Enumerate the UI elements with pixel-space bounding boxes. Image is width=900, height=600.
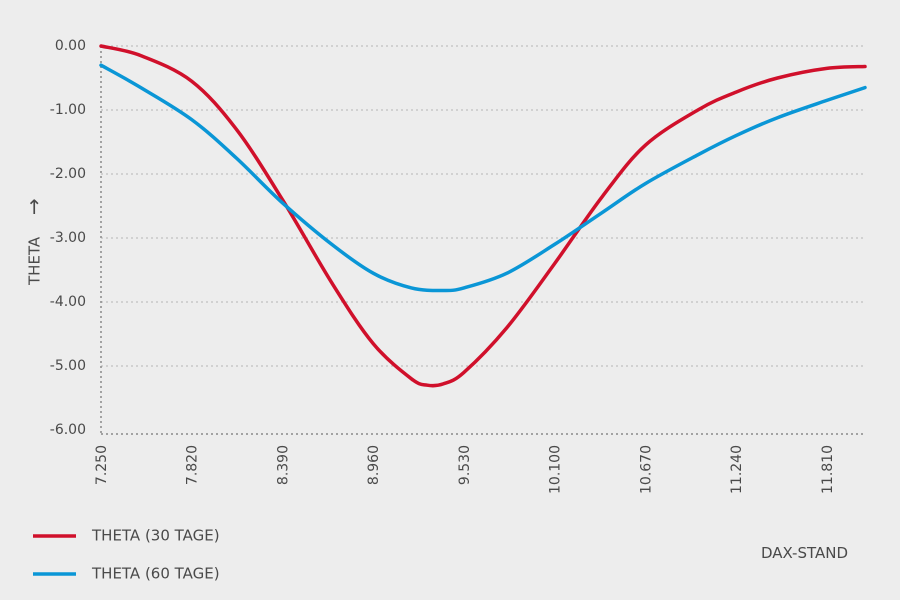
y-tick-labels: 0.00 -1.00 -2.00 -3.00 -4.00 -5.00 -6.00: [50, 38, 86, 438]
y-tick-label: -6.00: [50, 422, 86, 438]
x-tick-label: 7.250: [94, 445, 110, 485]
y-axis-title: THETA →: [22, 198, 46, 286]
legend: THETA (30 TAGE) THETA (60 TAGE): [33, 527, 220, 583]
y-tick-label: 0.00: [55, 38, 86, 54]
y-tick-label: -1.00: [50, 102, 86, 118]
x-tick-label: 7.820: [185, 445, 201, 485]
x-tick-label: 11.810: [820, 445, 836, 494]
x-tick: 9.530: [457, 445, 473, 485]
y-tick-label: -4.00: [50, 294, 86, 310]
legend-label: THETA (30 TAGE): [91, 527, 220, 545]
y-tick-label: -5.00: [50, 358, 86, 374]
series-lines: [99, 44, 867, 388]
x-tick: 7.820: [185, 445, 201, 485]
x-tick: 10.670: [638, 445, 654, 494]
axes: [100, 46, 865, 435]
y-tick-label: -3.00: [50, 230, 86, 246]
x-tick: 7.250: [94, 445, 110, 485]
x-tick: 11.810: [820, 445, 836, 494]
legend-entry: THETA (60 TAGE): [33, 565, 220, 583]
series-line-theta-30-tage: [99, 44, 867, 388]
series-line-theta-60-tage: [99, 63, 867, 293]
x-tick: 8.960: [366, 445, 382, 485]
x-tick-label: 8.390: [275, 445, 291, 485]
y-axis-arrow: →: [22, 198, 46, 215]
x-tick: 8.390: [275, 445, 291, 485]
x-tick-label: 8.960: [366, 445, 382, 485]
y-axis-title-text: THETA: [26, 236, 44, 286]
grid: [101, 45, 865, 367]
x-tick-label: 9.530: [457, 445, 473, 485]
x-tick-label: 10.670: [638, 445, 654, 494]
legend-label: THETA (60 TAGE): [91, 565, 220, 583]
legend-entry: THETA (30 TAGE): [33, 527, 220, 545]
x-tick-label: 10.100: [548, 445, 564, 494]
x-tick-labels: 7.250 7.820 8.390 8.960 9.530 10.100 10.670 11.…: [94, 445, 836, 494]
x-axis-title: DAX-STAND: [761, 544, 848, 562]
y-tick-label: -2.00: [50, 166, 86, 182]
x-tick-label: 11.240: [729, 445, 745, 494]
x-tick: 10.100: [548, 445, 564, 494]
x-tick: 11.240: [729, 445, 745, 494]
